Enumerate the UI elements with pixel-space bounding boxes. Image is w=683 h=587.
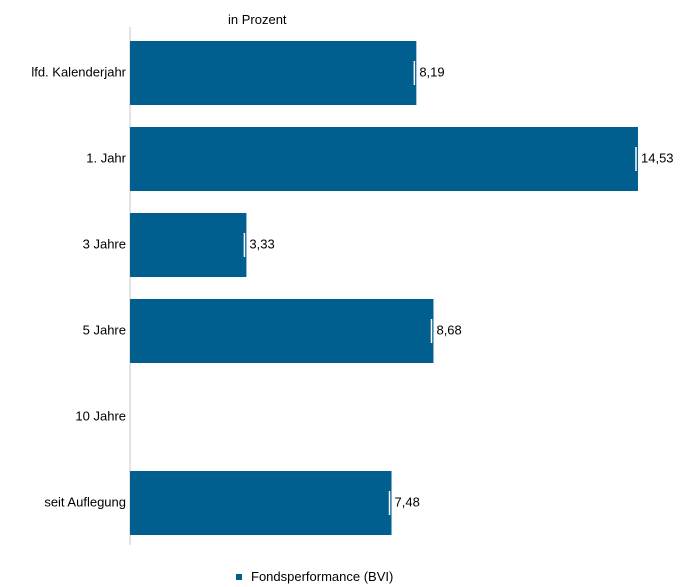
data-label: 7,48 <box>395 494 420 509</box>
data-label: 14,53 <box>641 150 674 165</box>
legend: Fondsperformance (BVI) <box>236 569 393 584</box>
legend-swatch <box>236 573 242 580</box>
bar <box>130 299 434 363</box>
bar <box>130 471 392 535</box>
unit-label: in Prozent <box>228 12 287 27</box>
category-label: lfd. Kalenderjahr <box>31 64 126 79</box>
category-label: 3 Jahre <box>83 236 126 251</box>
data-label: 8,68 <box>436 322 461 337</box>
bar <box>130 41 417 105</box>
category-label: 1. Jahr <box>86 150 126 165</box>
bar <box>130 213 247 277</box>
bar-chart-svg: lfd. Kalenderjahr 8,19 1. Jahr 14,53 3 Jahre… <box>31 27 674 545</box>
bar <box>130 127 638 191</box>
category-label: seit Auflegung <box>44 494 126 509</box>
category-label: 5 Jahre <box>83 322 126 337</box>
legend-label: Fondsperformance (BVI) <box>251 569 394 584</box>
category-label: 10 Jahre <box>75 408 126 423</box>
data-label: 8,19 <box>419 64 444 79</box>
data-label: 3,33 <box>249 236 274 251</box>
